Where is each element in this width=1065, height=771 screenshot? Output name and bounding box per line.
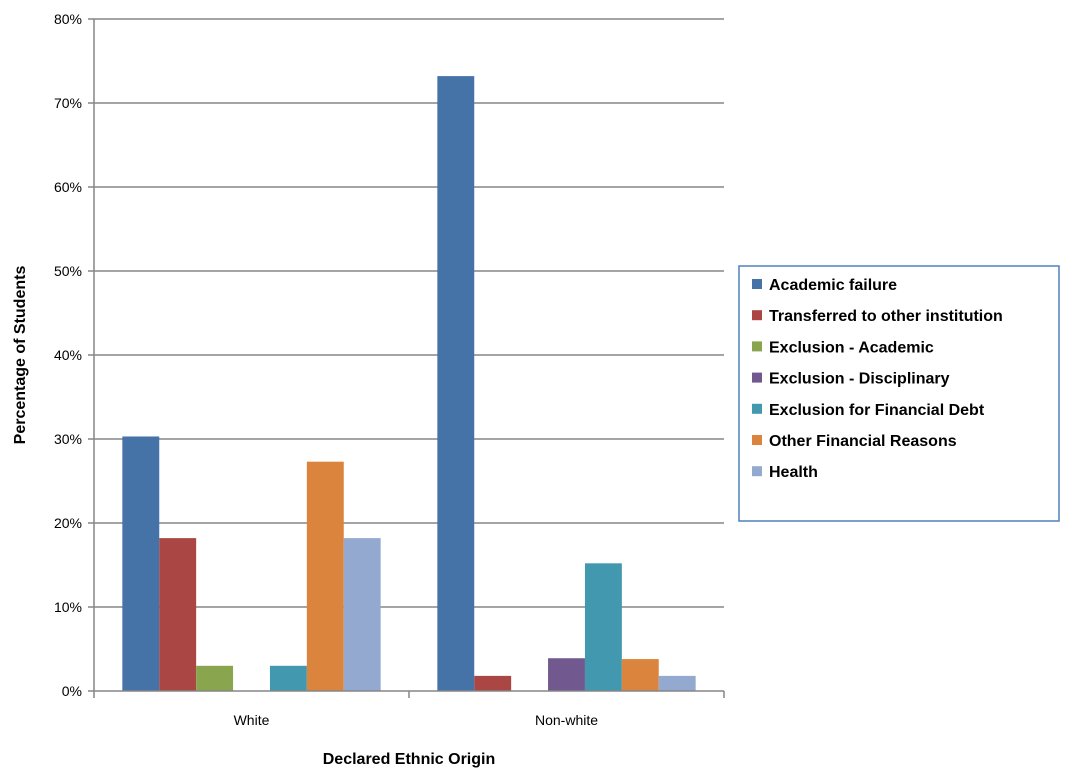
- y-tick-label: 40%: [54, 347, 82, 363]
- bars: [122, 76, 696, 692]
- legend-label: Health: [769, 464, 818, 481]
- bar: [306, 461, 344, 691]
- legend-swatch: [752, 310, 762, 321]
- bar: [621, 659, 659, 691]
- bar: [269, 665, 307, 691]
- y-tick-label: 60%: [54, 179, 82, 195]
- y-tick-label: 80%: [54, 11, 82, 27]
- y-tick-label: 10%: [54, 599, 82, 615]
- bar: [196, 665, 234, 691]
- x-tick-label: White: [234, 712, 270, 728]
- y-tick-label: 30%: [54, 431, 82, 447]
- legend-label: Academic failure: [769, 277, 897, 294]
- x-tick-label: Non-white: [535, 712, 598, 728]
- y-tick-label: 50%: [54, 263, 82, 279]
- legend-swatch: [752, 466, 762, 477]
- bar: [343, 538, 381, 691]
- tick-labels: 0% 10% 20% 30% 40% 50% 60% 70% 80% White Non-white: [54, 11, 598, 728]
- bar: [548, 658, 585, 691]
- legend-swatch: [752, 435, 762, 445]
- bar: [474, 675, 512, 691]
- legend-swatch: [752, 403, 762, 414]
- gridlines: [94, 18, 724, 608]
- bar: [437, 76, 475, 692]
- legend-label: Exclusion - Academic: [769, 339, 934, 356]
- legend-label: Exclusion - Disciplinary: [769, 371, 950, 388]
- bar: [658, 675, 696, 691]
- axes: [88, 18, 725, 698]
- y-tick-label: 0%: [62, 683, 82, 699]
- legend: Academic failure Transferred to other ins…: [738, 265, 1060, 522]
- legend-items: Academic failure Transferred to other ins…: [752, 277, 1003, 481]
- legend-label: Exclusion for Financial Debt: [769, 402, 985, 419]
- bar: [122, 436, 160, 691]
- x-axis-title: Declared Ethnic Origin: [323, 751, 495, 768]
- bar: [159, 538, 197, 691]
- legend-label: Transferred to other institution: [769, 308, 1003, 325]
- legend-box: [738, 265, 1060, 522]
- legend-label: Other Financial Reasons: [769, 433, 957, 450]
- legend-swatch: [752, 372, 762, 383]
- y-tick-label: 70%: [54, 95, 82, 111]
- y-axis-title: Percentage of Students: [12, 266, 29, 445]
- bar: [584, 563, 622, 691]
- legend-swatch: [752, 341, 762, 352]
- y-tick-label: 20%: [54, 515, 82, 531]
- legend-swatch: [752, 279, 762, 289]
